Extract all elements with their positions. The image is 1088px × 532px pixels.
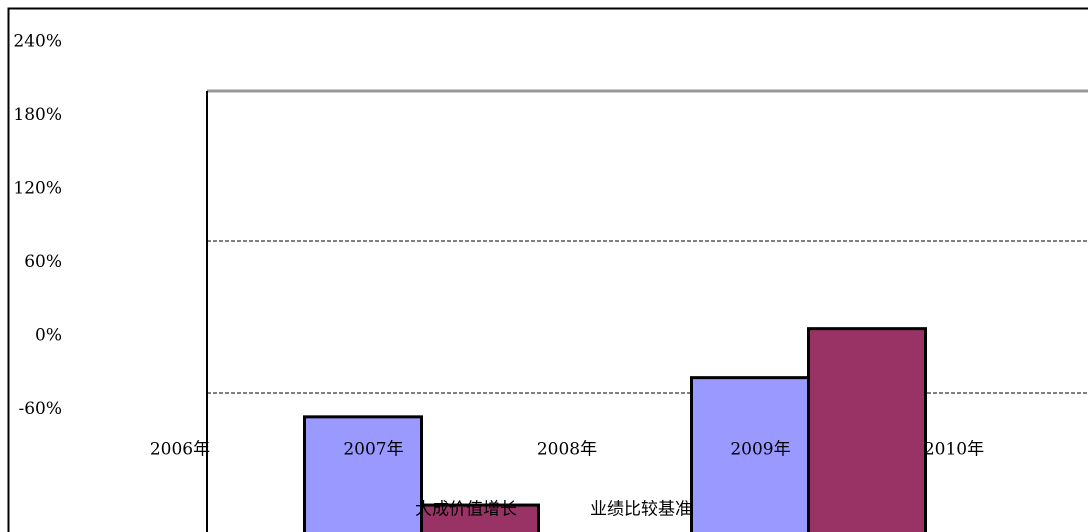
x-tick-label: 2008年 bbox=[537, 440, 597, 460]
bar bbox=[420, 503, 540, 532]
legend-label: 大成价值增长 bbox=[415, 500, 517, 520]
y-tick-label: 0% bbox=[35, 326, 62, 346]
y-tick-label: -60% bbox=[18, 399, 62, 419]
x-tick-label: 2009年 bbox=[730, 440, 790, 460]
x-tick-label: 2007年 bbox=[343, 440, 403, 460]
bar bbox=[303, 415, 423, 532]
y-tick-label: 240% bbox=[13, 32, 62, 52]
legend-label: 业绩比较基准 bbox=[590, 500, 692, 520]
x-tick-label: 2006年 bbox=[150, 440, 210, 460]
bar bbox=[690, 376, 810, 532]
y-tick-label: 60% bbox=[24, 252, 62, 272]
y-tick-label: 120% bbox=[13, 179, 62, 199]
bar bbox=[807, 327, 927, 532]
x-tick-label: 2010年 bbox=[924, 440, 984, 460]
y-tick-label: 180% bbox=[13, 105, 62, 125]
